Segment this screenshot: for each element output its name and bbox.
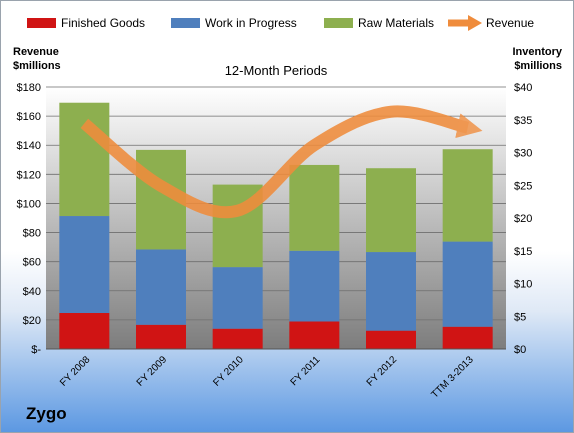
x-tick-label: FY 2010 — [211, 354, 246, 389]
x-tick-label: FY 2008 — [58, 354, 93, 389]
legend: Finished Goods Work in Progress Raw Materi… — [27, 15, 534, 31]
bar-segment — [289, 321, 340, 349]
right-tick-label: $40 — [514, 82, 532, 94]
right-tick-label: $30 — [514, 148, 532, 160]
legend-swatch — [27, 18, 56, 28]
legend-arrow-icon — [468, 15, 482, 31]
right-tick-label: $15 — [514, 246, 532, 258]
bar-segment — [442, 149, 493, 242]
right-tick-label: $10 — [514, 279, 532, 291]
left-tick-label: $20 — [23, 315, 41, 327]
left-tick-label: $140 — [17, 140, 41, 152]
left-axis-title-line2: $millions — [13, 60, 61, 72]
x-tick-label: FY 2009 — [135, 354, 170, 389]
right-tick-label: $35 — [514, 115, 532, 127]
left-tick-label: $- — [31, 344, 41, 356]
x-tick-label: TTM 3-2013 — [429, 354, 476, 401]
bar-segment — [366, 168, 416, 253]
legend-label: Raw Materials — [358, 16, 434, 30]
legend-label: Finished Goods — [61, 16, 145, 30]
left-tick-label: $100 — [17, 198, 41, 210]
bar-segment — [442, 326, 493, 349]
left-tick-label: $160 — [17, 111, 41, 123]
right-tick-label: $25 — [514, 180, 532, 192]
bar-segment — [136, 249, 186, 325]
revenue-arrow — [80, 105, 483, 219]
right-tick-label: $5 — [514, 311, 526, 323]
left-tick-label: $40 — [23, 286, 41, 298]
right-axis-ticks: $0 $5 $10 $15 $20 $25 $30 $35 $40 — [514, 82, 532, 356]
plot-area — [46, 87, 506, 349]
bar-segment — [442, 241, 493, 327]
left-tick-label: $120 — [17, 169, 41, 181]
x-tick-label: FY 2012 — [365, 354, 400, 389]
left-axis-title-line1: Revenue — [13, 46, 59, 58]
x-tick-label: FY 2011 — [289, 354, 323, 388]
right-tick-label: $20 — [514, 213, 532, 225]
bar-segment — [289, 250, 340, 322]
bar-segment — [212, 328, 263, 349]
right-axis-title-line2: $millions — [514, 60, 562, 72]
legend-label: Work in Progress — [205, 16, 297, 30]
left-tick-label: $80 — [23, 228, 41, 240]
bar-segment — [59, 216, 110, 313]
legend-swatch — [324, 18, 353, 28]
bar-segment — [136, 324, 186, 349]
bar-segment — [366, 252, 416, 331]
bar-segment — [59, 102, 110, 217]
bar-segment — [212, 267, 263, 329]
left-tick-label: $180 — [17, 82, 41, 94]
bars — [59, 102, 493, 349]
chart-title: 12-Month Periods — [225, 63, 328, 78]
revenue-line — [80, 105, 483, 219]
left-axis-ticks: $- $20 $40 $60 $80 $100 $120 $140 $160 $180 — [17, 82, 42, 356]
legend-swatch — [171, 18, 200, 28]
bar-segment — [366, 330, 416, 349]
bar-segment — [289, 164, 340, 251]
x-axis-ticks: FY 2008 FY 2009 FY 2010 FY 2011 FY 2012 TTM 3… — [58, 354, 476, 401]
right-axis-title-line1: Inventory — [512, 46, 562, 58]
legend-label: Revenue — [486, 16, 534, 30]
right-tick-label: $0 — [514, 344, 526, 356]
left-tick-label: $60 — [23, 257, 41, 269]
company-name: Zygo — [26, 404, 67, 423]
bar-segment — [59, 312, 110, 349]
